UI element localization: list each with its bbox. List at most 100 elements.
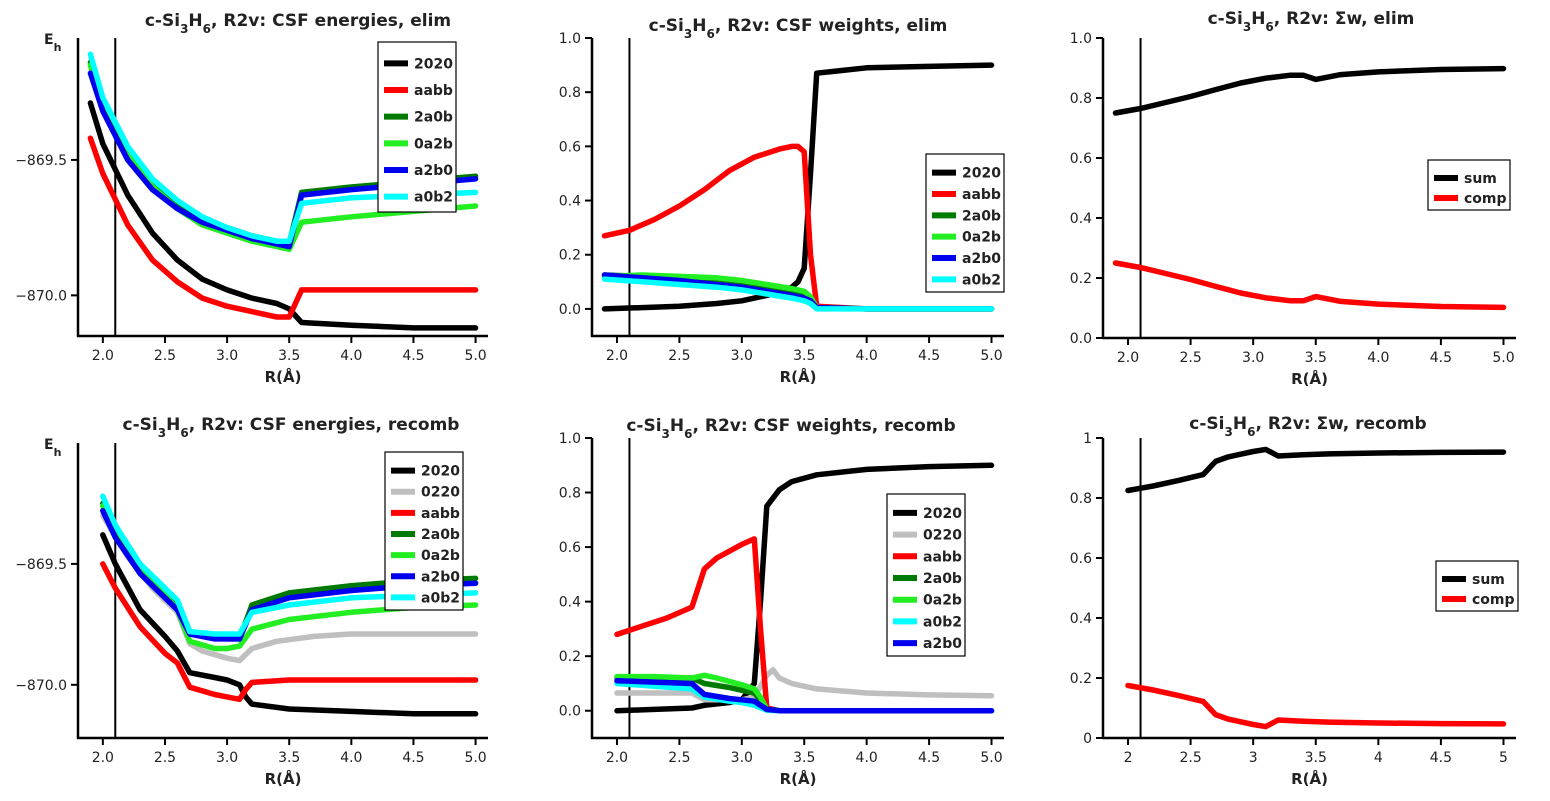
y-tick-label: −869.5 — [15, 153, 67, 169]
y-axis-label-main: E — [44, 32, 54, 48]
legend-label-aabb: aabb — [421, 506, 460, 522]
legend-label-2020: 2020 — [421, 464, 460, 480]
x-tick-label: 2.5 — [668, 348, 690, 364]
title-subscript: 6 — [203, 22, 211, 36]
x-tick-label: 3.5 — [793, 750, 815, 766]
legend-label-0220: 0220 — [421, 485, 460, 501]
legend-label-0a2b: 0a2b — [962, 230, 1001, 246]
x-tick-label: 5.0 — [1492, 350, 1514, 366]
legend-label-comp: comp — [1464, 191, 1507, 207]
chart-title: c-Si3H6, R2v: CSF energies, elim — [145, 11, 451, 36]
legend-label-2a0b: 2a0b — [414, 110, 453, 126]
y-axis-label: Eh — [44, 32, 61, 54]
title-text: H — [670, 416, 684, 436]
legend: 2020 0220 aabb 2a0b 0a2b a2b0 a0b2 — [384, 451, 464, 611]
x-tick-label: 2.5 — [1179, 750, 1201, 766]
title-subscript: 6 — [706, 27, 714, 41]
x-tick-label: 5.0 — [980, 348, 1002, 364]
x-tick-label: 4.5 — [402, 750, 424, 766]
legend-label-aabb: aabb — [962, 187, 1001, 203]
title-text: H — [166, 415, 180, 435]
x-tick-label: 3 — [1249, 750, 1258, 766]
series-line-2020 — [100, 532, 479, 717]
x-tick-label: 2.0 — [92, 348, 114, 364]
legend-label-a0b2: a0b2 — [962, 272, 1001, 288]
title-subscript: 3 — [158, 426, 166, 440]
x-tick-label: 2.0 — [92, 750, 114, 766]
x-tick-label: 3.5 — [1305, 750, 1327, 766]
x-axis-label: R(Å) — [1291, 369, 1328, 388]
x-tick-label: 3.0 — [1242, 350, 1264, 366]
x-tick-label: 3.0 — [731, 750, 753, 766]
title-subscript: 3 — [1243, 20, 1251, 34]
x-tick-label: 2.5 — [1179, 350, 1201, 366]
x-tick-label: 2 — [1124, 750, 1133, 766]
chart-panel-2: c-Si3H6, R2v: CSF weights, elim 2.0 2.5 3.0… — [559, 16, 1005, 386]
series-line-a0b2 — [601, 276, 995, 312]
title-subscript: 6 — [1247, 425, 1255, 439]
legend-box — [925, 153, 1005, 293]
title-text: H — [1251, 9, 1265, 29]
x-axis-label: R(Å) — [265, 367, 302, 386]
y-tick-label: 1.0 — [559, 31, 581, 47]
x-tick-label: 4.5 — [402, 348, 424, 364]
y-tick-label: 0.0 — [559, 704, 581, 720]
title-text: , R2v: Σw, recomb — [1255, 414, 1426, 434]
series-line-aabb — [100, 561, 479, 703]
legend-label-2020: 2020 — [923, 506, 962, 522]
chart-panel-4: c-Si3H6, R2v: CSF energies, recomb 2.0 2.5… — [15, 415, 488, 788]
x-tick-label: 3.5 — [793, 348, 815, 364]
legend-label-a2b0: a2b0 — [421, 569, 460, 585]
y-tick-label: 0 — [1083, 731, 1092, 747]
chart-title: c-Si3H6, R2v: CSF energies, recomb — [123, 415, 460, 440]
legend-label-a2b0: a2b0 — [414, 163, 453, 179]
legend: 2020 aabb 2a0b 0a2b a2b0 a0b2 — [377, 41, 457, 213]
legend-label-a0b2: a0b2 — [923, 614, 962, 630]
x-axis-label: R(Å) — [1291, 769, 1328, 788]
x-axis-label: R(Å) — [780, 367, 817, 386]
y-tick-label: 0.8 — [1070, 491, 1092, 507]
x-tick-label: 2.0 — [606, 750, 628, 766]
legend-box — [1435, 560, 1519, 612]
y-axis-label-sub: h — [54, 446, 62, 459]
legend-label-2a0b: 2a0b — [962, 208, 1001, 224]
legend-label-2a0b: 2a0b — [421, 527, 460, 543]
series-line-sum — [1112, 65, 1507, 116]
x-axis-label: R(Å) — [265, 769, 302, 788]
x-tick-label: 4.0 — [340, 750, 362, 766]
title-subscript: 6 — [1265, 20, 1273, 34]
y-tick-label: −870.0 — [15, 288, 67, 304]
legend-label-0220: 0220 — [923, 528, 962, 544]
title-subscript: 3 — [180, 22, 188, 36]
y-tick-label: 0.8 — [559, 85, 581, 101]
legend-box — [1427, 159, 1511, 211]
title-text: , R2v: CSF weights, recomb — [693, 416, 956, 436]
x-tick-label: 3.5 — [278, 348, 300, 364]
legend: 2020 aabb 2a0b 0a2b a2b0 a0b2 — [925, 153, 1005, 293]
y-tick-label: 0.6 — [1070, 551, 1092, 567]
x-tick-label: 2.5 — [154, 750, 176, 766]
series-line-2020 — [601, 62, 995, 312]
y-tick-label: 0.6 — [559, 540, 581, 556]
y-tick-label: 0.2 — [1070, 271, 1092, 287]
y-tick-label: 0.0 — [1070, 331, 1092, 347]
legend-label-a2b0: a2b0 — [962, 251, 1001, 267]
legend-label-sum: sum — [1472, 572, 1505, 588]
title-text: c-Si — [1208, 9, 1243, 29]
y-tick-label: 0.8 — [1070, 91, 1092, 107]
x-tick-label: 4.0 — [856, 750, 878, 766]
legend-label-2a0b: 2a0b — [923, 571, 962, 587]
chart-title: c-Si3H6, R2v: CSF weights, elim — [649, 16, 948, 41]
chart-title: c-Si3H6, R2v: CSF weights, recomb — [626, 416, 955, 441]
chart-panel-5: c-Si3H6, R2v: CSF weights, recomb 2.0 2.5 3… — [559, 416, 1004, 788]
x-tick-label: 4.5 — [1430, 750, 1452, 766]
y-tick-label: 0.4 — [1070, 211, 1092, 227]
x-tick-label: 2.0 — [606, 348, 628, 364]
y-tick-label: 0.2 — [559, 248, 581, 264]
x-tick-label: 3.5 — [1305, 350, 1327, 366]
title-text: , R2v: Σw, elim — [1274, 9, 1415, 29]
legend-label-aabb: aabb — [923, 549, 962, 565]
series-line-a0b2 — [100, 493, 479, 637]
title-text: c-Si — [123, 415, 158, 435]
